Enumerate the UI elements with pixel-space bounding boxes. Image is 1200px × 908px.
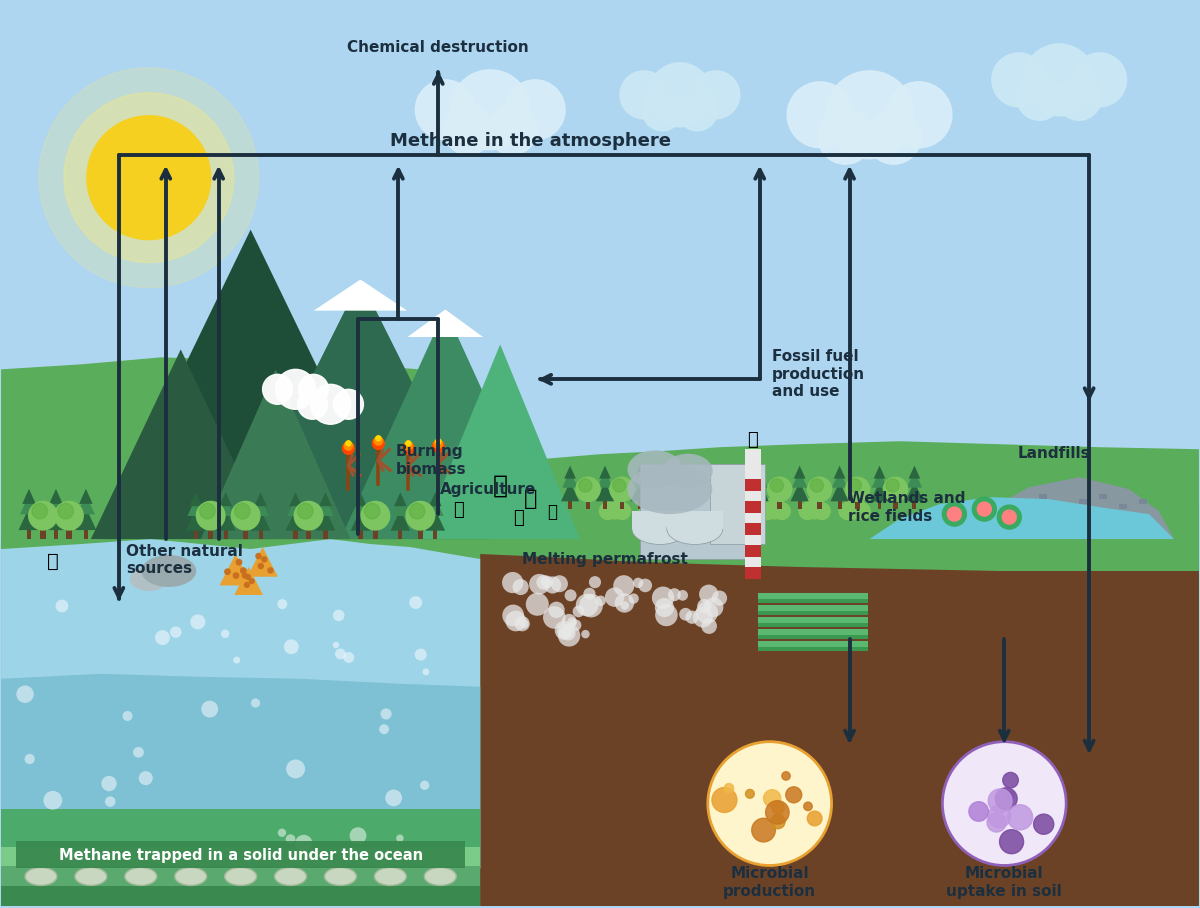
Circle shape xyxy=(406,440,410,446)
Circle shape xyxy=(642,91,683,131)
Circle shape xyxy=(505,80,565,140)
Ellipse shape xyxy=(275,867,306,885)
Circle shape xyxy=(772,802,785,814)
Circle shape xyxy=(286,834,295,844)
Circle shape xyxy=(406,501,434,530)
Ellipse shape xyxy=(667,514,722,545)
Circle shape xyxy=(415,648,427,661)
Circle shape xyxy=(1003,773,1019,788)
Polygon shape xyxy=(564,466,576,479)
Circle shape xyxy=(770,479,784,492)
Polygon shape xyxy=(408,310,484,337)
Circle shape xyxy=(55,501,83,530)
Circle shape xyxy=(268,568,274,573)
Text: Wetlands and
rice fields: Wetlands and rice fields xyxy=(847,491,965,524)
Circle shape xyxy=(242,573,247,577)
Circle shape xyxy=(638,578,652,592)
Circle shape xyxy=(708,742,832,865)
Circle shape xyxy=(286,759,305,778)
Polygon shape xyxy=(313,280,407,311)
Circle shape xyxy=(17,686,34,703)
Circle shape xyxy=(551,576,568,592)
Circle shape xyxy=(839,503,856,519)
Circle shape xyxy=(604,498,625,518)
Ellipse shape xyxy=(662,454,713,489)
Polygon shape xyxy=(1,674,480,868)
Text: 🐖: 🐖 xyxy=(512,509,523,527)
Circle shape xyxy=(679,607,692,620)
Bar xyxy=(710,464,764,544)
Circle shape xyxy=(644,498,666,518)
Circle shape xyxy=(554,621,574,640)
Polygon shape xyxy=(316,509,335,530)
Circle shape xyxy=(385,790,402,806)
Circle shape xyxy=(995,788,1018,810)
Polygon shape xyxy=(101,230,401,539)
Circle shape xyxy=(372,438,384,449)
Circle shape xyxy=(770,814,785,829)
Circle shape xyxy=(712,787,737,813)
Polygon shape xyxy=(289,492,302,506)
Circle shape xyxy=(443,104,493,154)
Text: Methane in the atmosphere: Methane in the atmosphere xyxy=(390,132,671,150)
Polygon shape xyxy=(217,498,234,516)
Circle shape xyxy=(342,442,354,454)
Circle shape xyxy=(38,68,259,288)
Ellipse shape xyxy=(175,867,206,885)
Bar xyxy=(1000,504,1007,509)
Circle shape xyxy=(583,587,595,600)
Circle shape xyxy=(298,390,328,419)
Circle shape xyxy=(846,478,870,501)
Circle shape xyxy=(349,827,366,844)
Circle shape xyxy=(233,656,240,664)
Circle shape xyxy=(544,607,565,628)
Circle shape xyxy=(434,439,443,449)
Text: Melting permafrost: Melting permafrost xyxy=(522,552,688,567)
Polygon shape xyxy=(832,471,847,488)
Polygon shape xyxy=(187,498,204,516)
Bar xyxy=(745,545,761,557)
Circle shape xyxy=(968,802,989,821)
Circle shape xyxy=(578,479,592,492)
Text: Agriculture: Agriculture xyxy=(440,482,536,497)
Text: Landfills: Landfills xyxy=(1018,446,1091,461)
Circle shape xyxy=(155,630,170,645)
Bar xyxy=(798,499,802,509)
Circle shape xyxy=(536,575,551,589)
Polygon shape xyxy=(908,466,920,479)
Circle shape xyxy=(632,577,643,588)
Bar xyxy=(877,499,882,509)
Circle shape xyxy=(250,578,254,584)
Circle shape xyxy=(557,624,572,638)
Circle shape xyxy=(299,374,329,404)
Text: 🐑: 🐑 xyxy=(547,503,557,521)
Bar xyxy=(718,499,721,509)
Bar xyxy=(568,499,572,509)
Bar xyxy=(745,479,761,491)
Bar xyxy=(1,846,480,866)
Circle shape xyxy=(376,436,380,441)
Bar xyxy=(193,528,198,539)
Ellipse shape xyxy=(224,867,257,885)
Circle shape xyxy=(139,771,152,785)
Bar xyxy=(1139,499,1147,504)
Polygon shape xyxy=(560,482,580,501)
Circle shape xyxy=(311,384,350,424)
Circle shape xyxy=(541,576,553,588)
Circle shape xyxy=(988,805,1010,828)
Circle shape xyxy=(719,503,736,519)
Circle shape xyxy=(170,627,181,638)
Polygon shape xyxy=(751,482,769,501)
Polygon shape xyxy=(791,482,809,501)
Circle shape xyxy=(581,630,589,638)
Circle shape xyxy=(997,505,1021,529)
Text: Methane trapped in a solid under the ocean: Methane trapped in a solid under the oce… xyxy=(59,848,422,863)
Bar xyxy=(373,528,378,539)
Circle shape xyxy=(276,370,316,410)
Bar xyxy=(619,499,624,509)
Circle shape xyxy=(277,599,287,609)
Polygon shape xyxy=(220,492,232,506)
Bar xyxy=(1099,494,1108,499)
Circle shape xyxy=(343,652,354,663)
